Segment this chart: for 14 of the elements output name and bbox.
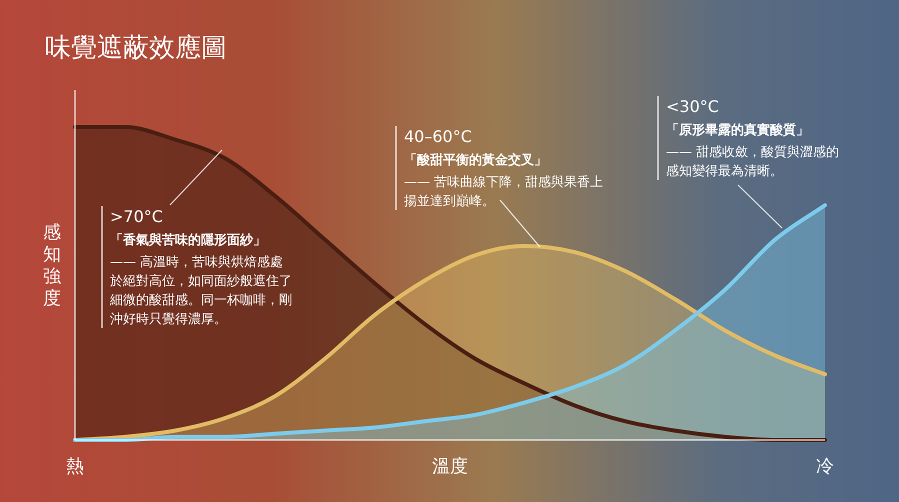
annotation: 「香氣與苦味的隱形面紗」 [110,232,266,248]
annotation: >70°C [110,207,163,226]
y-axis-title: 感知強度 [43,222,61,309]
x-axis-title: 溫度 [432,456,468,477]
x-tick-label: 冷 [816,456,834,477]
annotation: —— 苦味曲線下降，甜感與果香上揚並達到巔峰。 [404,175,604,209]
annotation: —— 甜感收斂，酸質與澀感的感知變得最為清晰。 [666,145,840,179]
chart-title: 味覺遮蔽效應圖 [45,33,227,63]
annotation: —— 高溫時，苦味與烘焙感處於絕對高位，如同面紗般遮住了細微的酸甜感。同一杯咖啡，剛沖好時只覺得濃厚。 [109,254,292,327]
annotation: 「原形畢露的真實酸質」 [666,122,809,138]
annotation: 「酸甜平衡的黃金交叉」 [404,152,547,168]
x-tick-label: 熱 [66,456,84,477]
annotation: 40–60°C [404,127,472,146]
text: <30°C [666,97,719,116]
